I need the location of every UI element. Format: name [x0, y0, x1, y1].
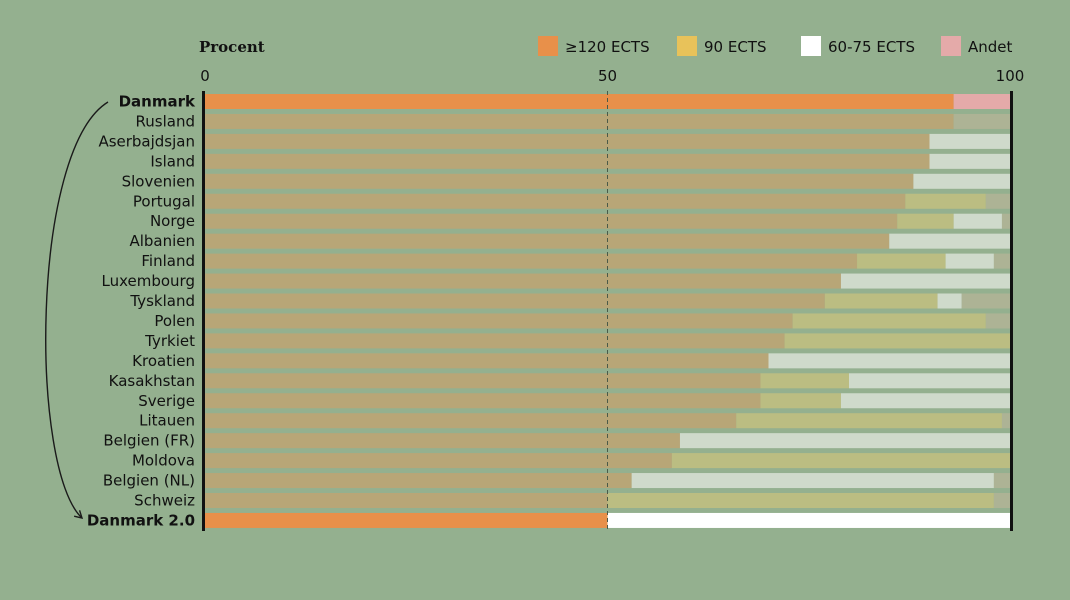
bar-segment — [784, 333, 1010, 349]
bar-segment — [961, 293, 1010, 309]
bar-segment — [889, 233, 1010, 249]
bar-segment — [205, 393, 761, 409]
bar-segment — [849, 373, 1010, 389]
category-label: Sverige — [138, 392, 195, 410]
category-label: Danmark 2.0 — [87, 511, 195, 529]
category-label: Danmark — [119, 93, 196, 111]
bar-segment — [205, 473, 632, 489]
bar-segment — [953, 213, 1002, 229]
category-label: Belgien (NL) — [103, 472, 195, 490]
x-axis-ticks: 0 50 100 — [200, 67, 1024, 85]
category-label: Albanien — [129, 232, 195, 250]
category-label: Litauen — [139, 412, 195, 430]
bar-segment — [205, 193, 906, 209]
bar-segment — [205, 353, 769, 369]
bar-segment — [929, 133, 1010, 149]
bar-segment — [840, 273, 1010, 289]
bar-segment — [945, 253, 994, 269]
bar-segment — [205, 233, 890, 249]
bar-segment — [205, 433, 680, 449]
category-label: Schweiz — [134, 492, 195, 510]
legend-label: 60-75 ECTS — [828, 38, 915, 56]
bar-segment — [205, 293, 825, 309]
bar-segment — [1001, 213, 1010, 229]
category-label: Polen — [154, 312, 195, 330]
bar-segment — [205, 512, 608, 528]
bar-segment — [205, 213, 898, 229]
bar-segment — [985, 193, 1010, 209]
bar-segment — [205, 153, 930, 169]
category-label: Slovenien — [122, 172, 195, 190]
category-label: Island — [150, 152, 195, 170]
bar-segment — [857, 253, 946, 269]
bar-segment — [993, 253, 1010, 269]
bar-segment — [205, 133, 930, 149]
x-tick-label: 50 — [598, 67, 617, 85]
bar-segment — [607, 512, 1010, 528]
category-label: Kasakhstan — [109, 372, 195, 390]
bar-segment — [993, 493, 1010, 508]
bar-segment — [953, 94, 1010, 109]
x-tick-label: 0 — [200, 67, 210, 85]
bar-segment — [1001, 413, 1010, 429]
category-label: Belgien (FR) — [103, 432, 195, 450]
x-tick-label: 100 — [996, 67, 1025, 85]
bar-segment — [792, 313, 986, 329]
category-label: Tyskland — [129, 292, 195, 310]
legend: ≥120 ECTS 90 ECTS 60-75 ECTS Andet — [538, 36, 1013, 56]
bar-segment — [205, 94, 954, 109]
bar-segment — [205, 373, 761, 389]
bar-segment — [205, 493, 608, 508]
bars — [205, 94, 1010, 528]
bar-segment — [760, 373, 849, 389]
legend-swatch — [538, 36, 558, 56]
bar-segment — [631, 473, 994, 489]
category-label: Moldova — [132, 452, 195, 470]
bar-segment — [985, 313, 1010, 329]
bar-segment — [607, 493, 994, 508]
plot-frame — [202, 91, 1013, 531]
category-label: Kroatien — [132, 352, 195, 370]
legend-swatch — [677, 36, 697, 56]
bar-segment — [671, 453, 1010, 469]
bar-segment — [205, 333, 785, 349]
bar-segment — [679, 433, 1010, 449]
bar-segment — [768, 353, 1010, 369]
bar-segment — [897, 213, 954, 229]
bar-segment — [913, 173, 1010, 189]
bar-segment — [205, 173, 914, 189]
bar-segment — [993, 473, 1010, 489]
legend-label: 90 ECTS — [704, 38, 767, 56]
axis-title: Procent — [199, 38, 265, 56]
bar-segment — [905, 193, 986, 209]
comparison-arrow — [45, 101, 109, 519]
category-label: Finland — [141, 252, 195, 270]
bar-segment — [760, 393, 841, 409]
bar-segment — [205, 313, 793, 329]
legend-label: Andet — [968, 38, 1013, 56]
legend-label: ≥120 ECTS — [565, 38, 650, 56]
bar-segment — [205, 113, 954, 129]
category-label: Tyrkiet — [144, 332, 195, 350]
bar-segment — [824, 293, 938, 309]
bar-segment — [205, 413, 737, 429]
bar-segment — [953, 113, 1010, 129]
bar-segment — [929, 153, 1010, 169]
category-label: Portugal — [133, 192, 195, 210]
bar-segment — [937, 293, 962, 309]
bar-segment — [840, 393, 1010, 409]
category-label: Aserbajdsjan — [98, 132, 195, 150]
bar-segment — [205, 253, 858, 269]
bar-segment — [736, 413, 1002, 429]
bar-segment — [205, 273, 841, 289]
legend-swatch — [801, 36, 821, 56]
category-label: Luxembourg — [102, 272, 196, 290]
category-label: Rusland — [136, 112, 195, 130]
category-label: Norge — [150, 212, 195, 230]
legend-swatch — [941, 36, 961, 56]
bar-segment — [205, 453, 672, 469]
